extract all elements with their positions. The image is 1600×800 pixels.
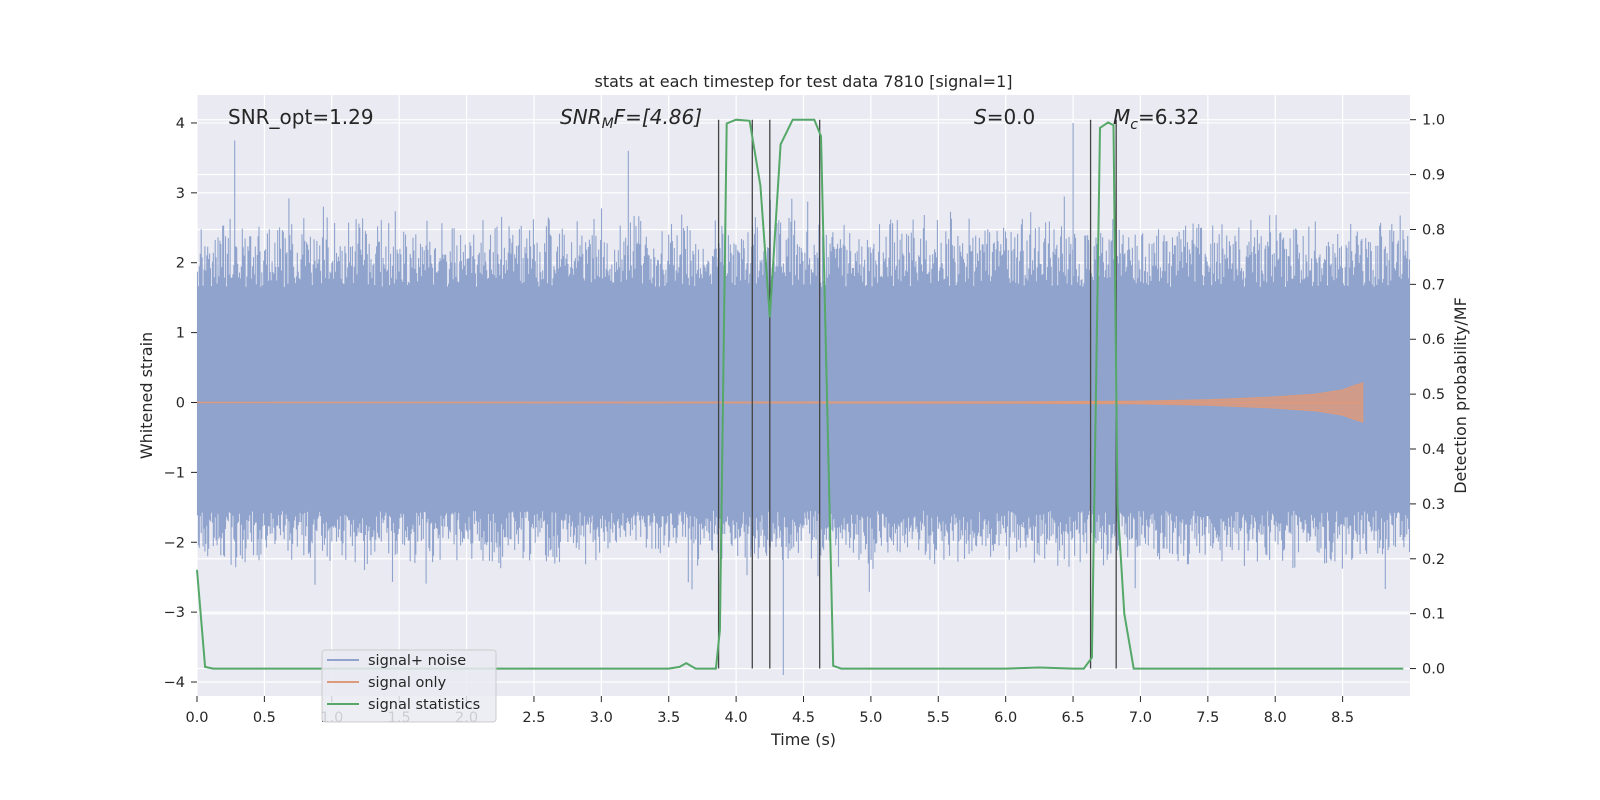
y2-tick-label: 0.3 — [1422, 497, 1445, 513]
x-tick-label: 0.0 — [185, 710, 208, 726]
mc-symbol: M — [1113, 105, 1130, 129]
x-tick-label: 2.5 — [522, 710, 545, 726]
legend-label-signal: signal only — [368, 675, 447, 691]
y-tick-label: −2 — [164, 535, 185, 551]
y2-tick-label: 0.9 — [1422, 168, 1445, 184]
x-tick-label: 7.0 — [1129, 710, 1152, 726]
snr-opt-annotation: SNR_opt=1.29 — [228, 105, 374, 129]
x-tick-label: 3.5 — [657, 710, 680, 726]
x-tick-label: 7.5 — [1196, 710, 1219, 726]
x-tick-label: 8.5 — [1331, 710, 1354, 726]
x-tick-label: 6.0 — [994, 710, 1017, 726]
y2-tick-label: 0.0 — [1422, 662, 1445, 678]
y2-tick-label: 0.2 — [1422, 552, 1445, 568]
legend-label-statistics: signal statistics — [368, 697, 480, 713]
y-axis-label: Whitened strain — [137, 332, 156, 459]
y-tick-label: 3 — [176, 186, 185, 202]
s-annotation: S=0.0 — [974, 105, 1035, 129]
s-value: =0.0 — [987, 105, 1036, 129]
snr-mf-symbol: SNR — [560, 105, 602, 129]
y2-tick-label: 0.6 — [1422, 332, 1445, 348]
noise-series — [196, 123, 1411, 675]
legend: signal+ noise signal only signal statist… — [321, 649, 497, 723]
snr-mf-subscript: M — [602, 116, 614, 132]
y2-axis-label: Detection probability/MF — [1451, 297, 1470, 494]
y-tick-label: −1 — [164, 465, 185, 481]
y2-tick-label: 0.4 — [1422, 442, 1445, 458]
y2-tick-label: 0.1 — [1422, 607, 1445, 623]
s-symbol: S — [974, 105, 987, 129]
y2-tick-label: 0.5 — [1422, 387, 1445, 403]
statistics-series — [196, 118, 1404, 670]
legend-label-noise: signal+ noise — [368, 653, 466, 669]
legend-box — [321, 649, 497, 723]
tick-labels: 0.00.51.01.52.02.53.03.54.04.55.05.56.06… — [164, 113, 1445, 726]
y2-tick-label: 1.0 — [1422, 113, 1445, 129]
y2-tick-label: 0.8 — [1422, 222, 1445, 238]
snr-mf-annotation: SNRMF=[4.86] — [560, 105, 702, 132]
x-tick-label: 0.5 — [253, 710, 276, 726]
mc-subscript: c — [1130, 117, 1138, 133]
x-tick-label: 5.5 — [927, 710, 950, 726]
signal-series — [196, 382, 1364, 423]
x-axis-label: Time (s) — [770, 730, 836, 749]
y-tick-label: −3 — [164, 605, 185, 621]
x-tick-label: 5.0 — [859, 710, 882, 726]
mc-value: =6.32 — [1138, 105, 1199, 129]
chart-title: stats at each timestep for test data 781… — [594, 72, 1012, 91]
snr-mf-value: F=[4.86] — [614, 105, 702, 129]
x-tick-label: 4.5 — [792, 710, 815, 726]
statistics-trace — [196, 118, 1404, 670]
x-tick-label: 8.0 — [1264, 710, 1287, 726]
y-tick-label: 2 — [176, 256, 185, 272]
y-tick-label: 0 — [176, 395, 185, 411]
x-tick-label: 4.0 — [725, 710, 748, 726]
x-tick-label: 6.5 — [1062, 710, 1085, 726]
y-tick-label: 1 — [176, 326, 185, 342]
x-tick-label: 3.0 — [590, 710, 613, 726]
mc-annotation: Mc=6.32 — [1113, 105, 1199, 133]
y2-tick-label: 0.7 — [1422, 277, 1445, 293]
y-tick-label: 4 — [176, 116, 185, 132]
y-tick-label: −4 — [164, 675, 185, 691]
